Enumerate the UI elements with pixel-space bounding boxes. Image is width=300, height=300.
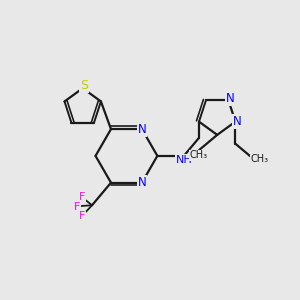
Text: N: N bbox=[226, 92, 234, 105]
Text: CH₃: CH₃ bbox=[190, 150, 208, 160]
Text: S: S bbox=[80, 79, 88, 92]
Text: NH: NH bbox=[176, 155, 193, 165]
Text: F: F bbox=[74, 202, 80, 212]
Text: N: N bbox=[137, 176, 146, 189]
Text: F: F bbox=[79, 192, 85, 202]
Text: CH₃: CH₃ bbox=[250, 154, 269, 164]
Text: N: N bbox=[137, 123, 146, 136]
Text: F: F bbox=[79, 212, 85, 221]
Text: N: N bbox=[232, 115, 241, 128]
